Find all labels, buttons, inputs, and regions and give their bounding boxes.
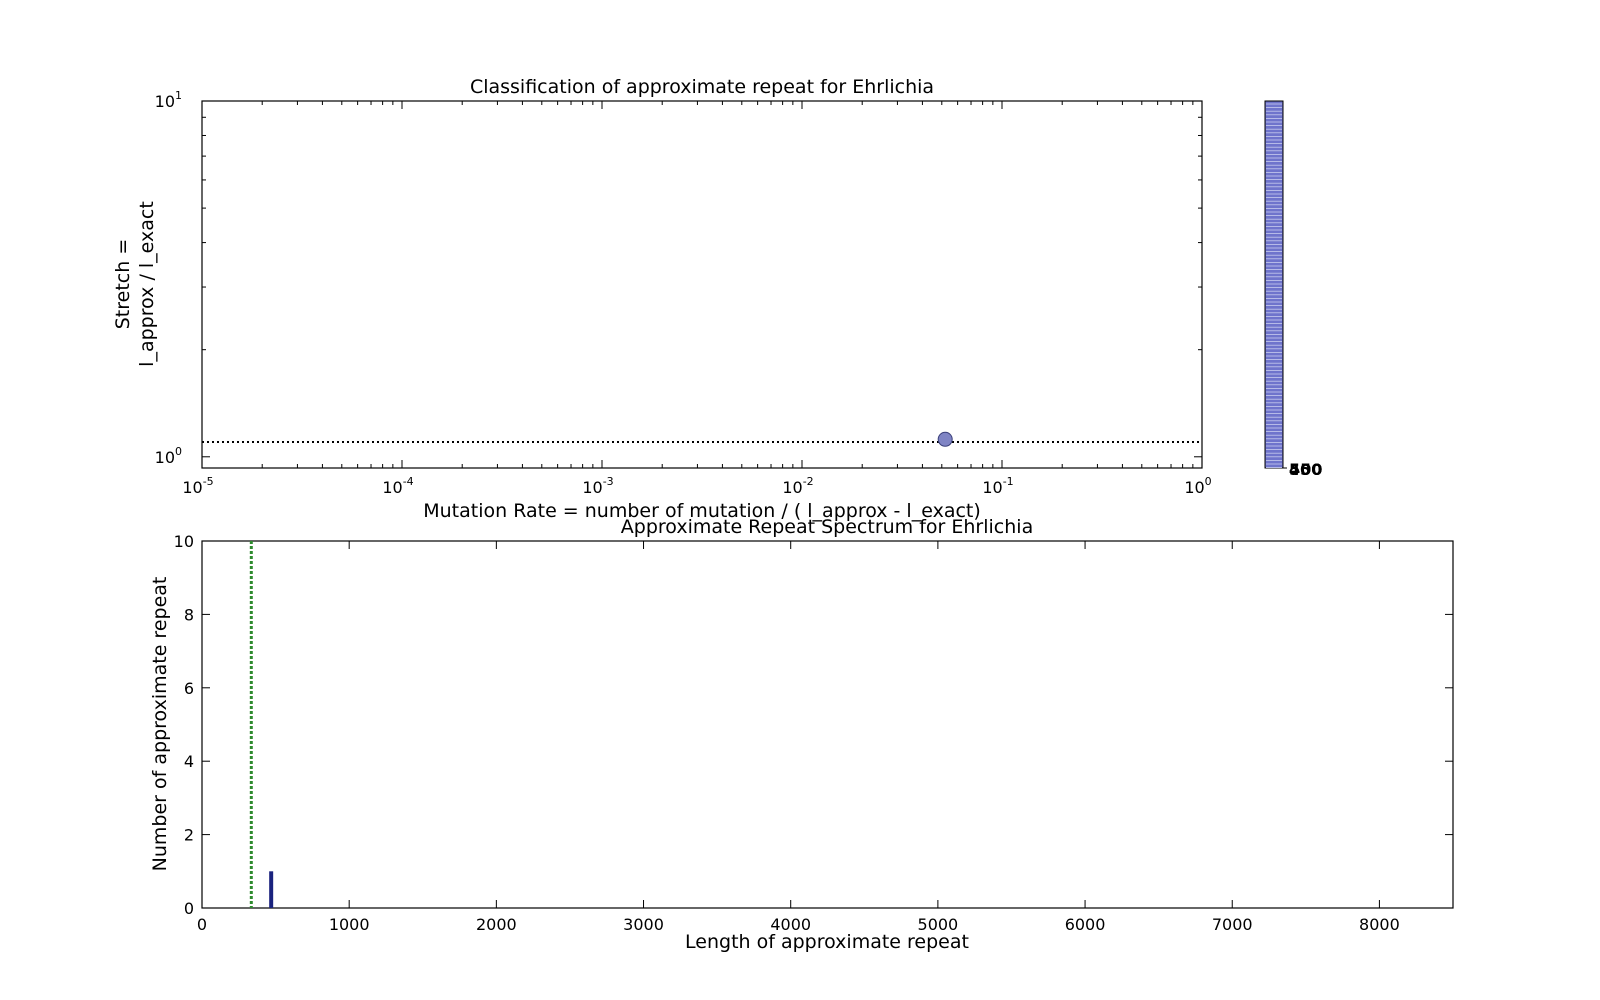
- y-tick-label: 8: [184, 605, 194, 624]
- x-tick-label: 10-3: [582, 475, 613, 497]
- y-tick-label: 6: [184, 679, 194, 698]
- y-tick-label: 4: [184, 752, 194, 771]
- classification-ticks: 10-5 10-4 10-3 10-2 10-1 100 100 101: [155, 89, 1212, 497]
- x-tick-label: 5000: [918, 915, 959, 934]
- classification-title: Classification of approximate repeat for…: [470, 76, 934, 98]
- y-tick-label: 0: [184, 899, 194, 918]
- spectrum-title: Approximate Repeat Spectrum for Ehrlichi…: [621, 516, 1033, 538]
- x-tick-label: 10-5: [182, 475, 213, 497]
- histogram-bar: [269, 871, 274, 908]
- count-axis-label: Number of approximate repeat: [149, 577, 171, 872]
- colorbar-strip: [1264, 100, 1284, 469]
- classification-panel: Classification of approximate repeat for…: [112, 76, 1212, 522]
- y-tick-label: 2: [184, 826, 194, 845]
- spectrum-panel: Approximate Repeat Spectrum for Ehrlichi…: [149, 516, 1454, 953]
- colorbar-tick-label: 450: [1289, 460, 1322, 479]
- y-tick-label: 100: [155, 445, 182, 467]
- colorbar-tick-label: 500: [1289, 460, 1322, 479]
- classification-points: [937, 431, 953, 447]
- x-tick-label: 100: [1184, 475, 1211, 497]
- colorbar-tick-label: 400: [1289, 460, 1322, 479]
- x-tick-label: 0: [197, 915, 207, 934]
- x-tick-label: 1000: [329, 915, 370, 934]
- x-tick-label: 10-1: [982, 475, 1013, 497]
- x-tick-label: 8000: [1359, 915, 1400, 934]
- y-tick-label: 101: [155, 89, 182, 111]
- x-tick-label: 6000: [1065, 915, 1106, 934]
- length-axis-label: Length of approximate repeat: [685, 931, 969, 953]
- y-tick-label: 10: [174, 532, 194, 551]
- stretch-axis-label-formula: l_approx / l_exact: [136, 201, 158, 367]
- stretch-axis-label: Stretch =: [112, 239, 134, 330]
- x-tick-label: 3000: [623, 915, 664, 934]
- x-tick-label: 7000: [1212, 915, 1253, 934]
- x-tick-label: 4000: [770, 915, 811, 934]
- data-point: [937, 431, 953, 447]
- colorbar-stripes: [1266, 103, 1282, 469]
- mutation-rate-axis-label: Mutation Rate = number of mutation / ( l…: [423, 500, 981, 522]
- x-tick-label: 10-4: [382, 475, 413, 497]
- spectrum-ticks: 0 1000 2000 3000 4000 5000 6000 7000 8000 0 2 4 6 8 10: [174, 532, 1453, 934]
- classification-plot-area: [201, 100, 1203, 469]
- x-tick-label: 10-2: [782, 475, 813, 497]
- spectrum-bars: [269, 871, 274, 908]
- spectrum-plot-area: [201, 540, 1454, 909]
- x-tick-label: 2000: [476, 915, 517, 934]
